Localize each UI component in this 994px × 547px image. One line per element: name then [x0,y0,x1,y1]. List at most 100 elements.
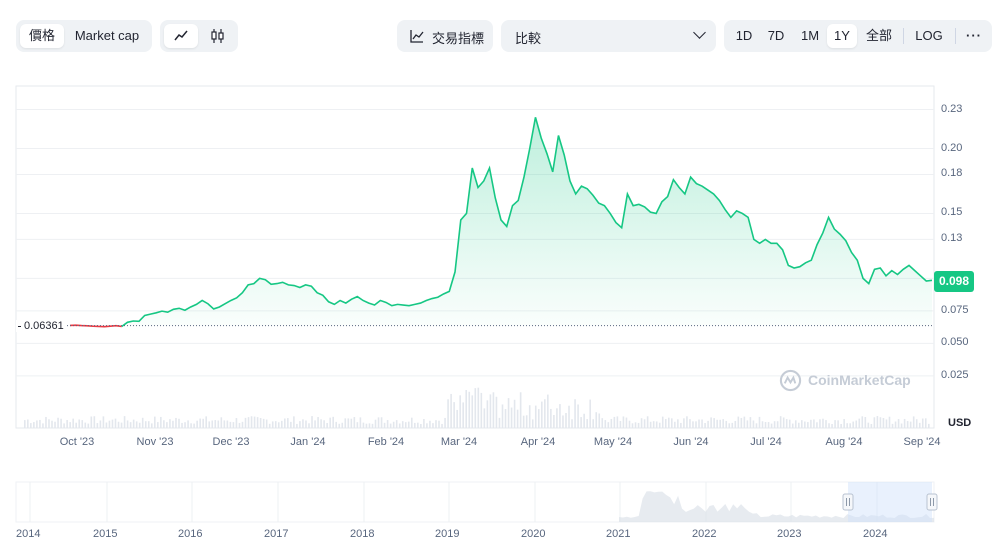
y-tick-label: 0.23 [941,102,963,115]
volume-bar [870,423,873,428]
volume-bar [380,417,383,428]
volume-bar [117,421,120,428]
volume-bar [444,417,446,428]
more-options-button[interactable]: ··· [966,28,982,43]
volume-bar [169,419,171,428]
x-tick-label: Nov '23 [136,436,174,448]
x-tick-label: Mar '24 [440,436,478,448]
volume-bar [423,419,425,428]
volume-bar [646,416,649,428]
volume-bar [613,416,616,428]
x-tick-label: Jul '24 [750,436,782,448]
volume-bar [311,416,313,428]
range-1y[interactable]: 1Y [827,24,857,48]
volume-bar [541,401,543,428]
volume-bar [667,417,670,428]
volume-bar [864,417,867,428]
tab-price[interactable]: 價格 [20,24,64,48]
tab-market-cap[interactable]: Market cap [74,28,140,43]
log-button[interactable]: LOG [915,28,943,43]
volume-bar [692,421,694,428]
volume-bar [664,419,667,428]
volume-bar [268,423,271,428]
volume-bar [429,420,431,428]
volume-bar [335,421,338,428]
line-chart-icon [174,30,188,41]
range-navigator[interactable] [0,480,994,530]
volume-bar [804,421,806,428]
y-tick-label: 0.20 [941,141,963,154]
volume-bar [906,421,909,428]
volume-bar [725,420,728,428]
volume-bar [828,423,830,428]
volume-bar [710,417,712,428]
x-tick-label: Feb '24 [367,436,405,448]
volume-bar [689,419,691,428]
line-chart-button[interactable] [164,24,198,48]
volume-bar [432,423,434,428]
volume-bar [344,418,347,428]
volume-bar [362,422,365,428]
volume-bar [601,418,604,428]
volume-bar [87,423,90,428]
chart-style-toggle [160,20,238,52]
volume-bar [556,408,558,428]
volume-bar [320,419,322,428]
volume-bar [788,419,791,428]
range-all[interactable]: 全部 [865,28,892,43]
candlestick-icon [211,29,224,43]
candlestick-button[interactable] [202,24,234,48]
volume-bar [486,400,489,428]
volume-bar [637,422,640,428]
volume-bar [126,420,129,428]
compare-select[interactable]: 比較 [501,20,716,52]
volume-bar [722,419,725,428]
volume-bar [498,417,501,428]
range-1m[interactable]: 1M [800,28,820,43]
volume-bar [749,417,752,428]
volume-bar [371,423,374,428]
x-tick-label: Sep '24 [903,436,941,448]
volume-bar [90,416,93,428]
volume-bar [120,422,123,428]
navigator-tick-label: 2015 [93,528,118,540]
volume-bar [338,423,341,428]
volume-bar [277,422,280,428]
volume-bar [135,421,138,428]
range-1d[interactable]: 1D [735,28,753,43]
range-7d[interactable]: 7D [767,28,785,43]
volume-bar [912,416,915,428]
volume-bar [846,423,848,428]
volume-bar [84,422,87,428]
volume-bar [764,422,767,428]
volume-bar [262,418,265,428]
volume-bar [235,418,238,428]
volume-bar [655,421,658,428]
volume-bar [897,419,900,428]
volume-bar [773,421,776,428]
volume-bar [522,415,525,428]
volume-bar [816,422,818,428]
volume-bar [274,421,277,428]
volume-bar [326,422,328,428]
volume-bar [519,392,522,428]
volume-bar [928,423,930,428]
volume-bar [501,404,504,428]
volume-bar [60,418,62,428]
volume-bar [915,419,918,428]
compare-label: 比較 [515,31,542,46]
volume-bar [435,420,437,428]
volume-bar [259,418,262,428]
volume-bar [885,419,888,428]
x-tick-label: Jan '24 [290,436,326,448]
volume-bar [513,399,516,428]
volume-bar [414,422,416,428]
volume-bar [704,423,706,428]
indicators-button[interactable]: 交易指標 [397,20,493,52]
navigator-tick-label: 2022 [692,528,717,540]
volume-bar [253,416,256,428]
navigator-tick-label: 2019 [435,528,460,540]
x-tick-label: Jun '24 [673,436,709,448]
volume-bar [456,409,458,428]
volume-bar [489,394,492,428]
